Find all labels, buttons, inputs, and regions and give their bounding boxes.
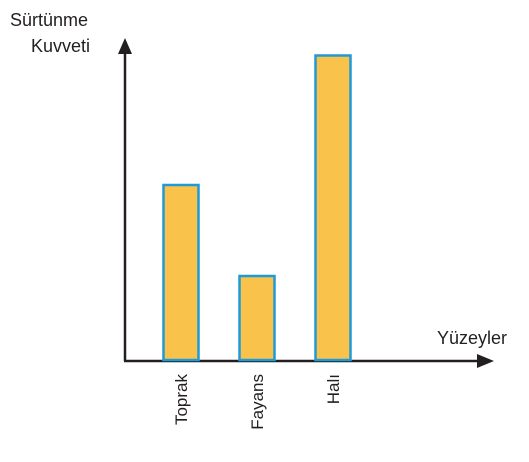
y-axis-arrowhead	[118, 38, 132, 54]
x-axis-label: Yüzeyler	[437, 328, 507, 348]
y-axis-label-line-2: Kuvveti	[31, 36, 90, 56]
category-label: Toprak	[172, 374, 191, 426]
bars	[162, 54, 352, 362]
category-labels: Toprak Fayans Halı	[172, 374, 343, 430]
category-label: Fayans	[248, 374, 267, 430]
category-label: Halı	[324, 374, 343, 404]
bar-toprak	[162, 183, 200, 362]
bar-fayans	[238, 274, 276, 362]
y-axis-label-line-1: Sürtünme	[10, 10, 88, 30]
bar-halı	[314, 54, 352, 362]
x-axis-arrowhead	[477, 354, 494, 368]
